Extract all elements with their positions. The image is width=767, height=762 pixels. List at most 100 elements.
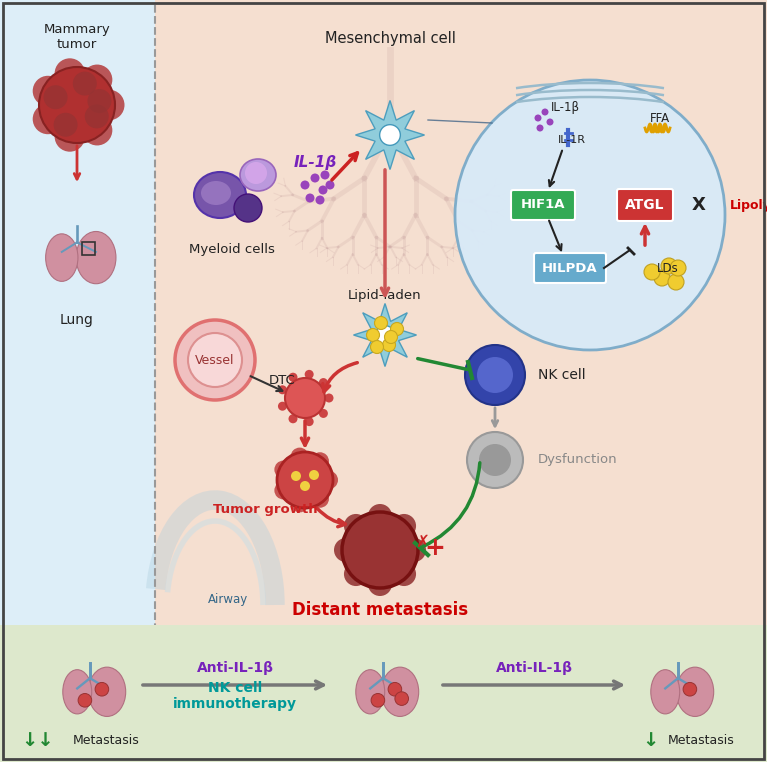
Circle shape (325, 181, 334, 190)
Ellipse shape (201, 181, 231, 205)
Circle shape (54, 59, 85, 88)
Circle shape (44, 85, 67, 109)
Circle shape (668, 274, 684, 290)
Circle shape (321, 171, 330, 180)
Circle shape (277, 452, 333, 508)
Text: HILPDA: HILPDA (542, 261, 597, 274)
Circle shape (311, 490, 329, 507)
Circle shape (309, 470, 319, 480)
Circle shape (376, 325, 394, 344)
Text: Mammary: Mammary (44, 24, 110, 37)
Circle shape (371, 693, 385, 707)
Circle shape (291, 447, 308, 466)
Text: IL-1β: IL-1β (551, 101, 580, 114)
Ellipse shape (676, 668, 714, 716)
Circle shape (654, 270, 670, 286)
Polygon shape (155, 0, 767, 625)
Circle shape (402, 538, 426, 562)
Circle shape (305, 194, 314, 203)
Ellipse shape (356, 670, 385, 714)
Text: tumor: tumor (57, 39, 97, 52)
Circle shape (94, 90, 124, 120)
Text: IL-1β: IL-1β (293, 155, 337, 171)
Circle shape (368, 504, 392, 528)
Circle shape (311, 452, 329, 470)
Circle shape (82, 115, 112, 146)
Circle shape (39, 67, 115, 143)
Text: LDs: LDs (657, 261, 679, 274)
Text: ↓: ↓ (642, 731, 658, 750)
Circle shape (368, 572, 392, 596)
Text: immunotherapy: immunotherapy (173, 697, 297, 711)
Polygon shape (0, 625, 767, 762)
Text: +: + (425, 536, 446, 560)
Circle shape (275, 460, 292, 479)
Circle shape (367, 328, 380, 341)
Circle shape (370, 341, 384, 354)
Text: X: X (692, 196, 706, 214)
Ellipse shape (381, 668, 419, 716)
Circle shape (288, 415, 298, 423)
Polygon shape (354, 303, 416, 367)
Text: ✗: ✗ (415, 533, 429, 551)
Circle shape (644, 264, 660, 280)
Circle shape (278, 402, 287, 411)
Circle shape (388, 683, 402, 696)
Text: Tumor growth: Tumor growth (212, 504, 318, 517)
Circle shape (291, 471, 301, 481)
Text: Metastasis: Metastasis (668, 734, 735, 747)
Circle shape (395, 692, 409, 706)
Circle shape (234, 194, 262, 222)
Text: ATGL: ATGL (625, 198, 665, 212)
Circle shape (291, 495, 308, 512)
Circle shape (535, 114, 542, 121)
Text: Lung: Lung (60, 313, 94, 327)
Circle shape (84, 104, 109, 129)
Circle shape (465, 345, 525, 405)
Text: Dysfunction: Dysfunction (538, 453, 617, 466)
Text: Lipolysis: Lipolysis (730, 198, 767, 212)
Circle shape (467, 432, 523, 488)
FancyBboxPatch shape (511, 190, 575, 220)
Ellipse shape (240, 159, 276, 191)
Text: Lipid-laden: Lipid-laden (348, 289, 422, 302)
Ellipse shape (651, 670, 680, 714)
Text: Distant metastasis: Distant metastasis (292, 601, 468, 619)
Circle shape (479, 444, 511, 476)
Circle shape (245, 162, 267, 184)
Circle shape (477, 357, 513, 393)
Ellipse shape (194, 172, 246, 218)
Text: NK cell: NK cell (538, 368, 586, 382)
Text: Anti-IL-1β: Anti-IL-1β (196, 661, 274, 675)
Circle shape (390, 322, 403, 335)
Ellipse shape (76, 232, 116, 283)
Circle shape (661, 258, 677, 274)
Ellipse shape (46, 234, 78, 281)
Polygon shape (0, 0, 155, 625)
FancyBboxPatch shape (617, 189, 673, 221)
Circle shape (374, 316, 387, 329)
Text: Metastasis: Metastasis (73, 734, 140, 747)
Circle shape (285, 378, 325, 418)
Circle shape (392, 562, 416, 586)
Text: IL-1R: IL-1R (558, 135, 586, 145)
Circle shape (278, 386, 287, 394)
Circle shape (319, 409, 328, 418)
Circle shape (334, 538, 358, 562)
Circle shape (683, 683, 696, 696)
Circle shape (275, 482, 292, 499)
Circle shape (73, 72, 97, 95)
FancyBboxPatch shape (534, 253, 606, 283)
Circle shape (311, 174, 320, 183)
Circle shape (342, 512, 418, 588)
Circle shape (54, 121, 85, 152)
Text: Vessel: Vessel (196, 354, 235, 367)
Text: DTC: DTC (268, 373, 295, 386)
Text: Anti-IL-1β: Anti-IL-1β (495, 661, 572, 675)
Circle shape (384, 331, 397, 344)
Circle shape (547, 119, 554, 126)
Ellipse shape (88, 668, 126, 716)
Circle shape (33, 75, 63, 106)
Circle shape (324, 393, 334, 402)
Circle shape (95, 683, 109, 696)
